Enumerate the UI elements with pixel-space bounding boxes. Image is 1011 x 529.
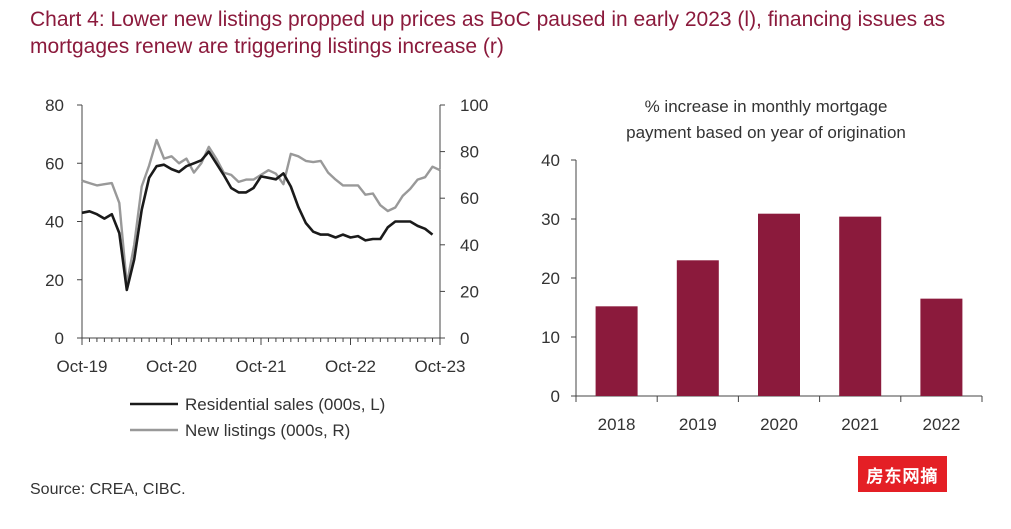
bar-y-tick-label: 0 [551,387,560,406]
right-y-tick-label: 0 [460,329,469,348]
bar-category-label: 2020 [760,415,798,434]
bar-chart-title-line: payment based on year of origination [626,123,906,142]
x-tick-label: Oct-21 [235,357,286,376]
legend-label-listings: New listings (000s, R) [185,421,350,440]
bar-y-tick-label: 10 [541,328,560,347]
left-y-tick-label: 40 [45,213,64,232]
bar-2019 [676,260,719,396]
x-tick-label: Oct-22 [325,357,376,376]
bar-2018 [595,306,638,396]
left-y-tick-label: 20 [45,271,64,290]
bar-2021 [839,216,882,396]
left-y-tick-label: 60 [45,154,64,173]
left-y-tick-label: 0 [55,329,64,348]
bar-2022 [920,298,963,396]
right-y-tick-label: 40 [460,236,479,255]
bar-category-label: 2019 [679,415,717,434]
bar-y-tick-label: 20 [541,269,560,288]
bar-category-label: 2018 [598,415,636,434]
right-y-tick-label: 60 [460,189,479,208]
source-note: Source: CREA, CIBC. [30,481,186,498]
left-y-tick-label: 80 [45,96,64,115]
sales-series-line [81,150,434,292]
bar-category-label: 2021 [841,415,879,434]
right-y-tick-label: 80 [460,143,479,162]
bar-category-label: 2022 [922,415,960,434]
legend-label-sales: Residential sales (000s, L) [185,395,385,414]
line-chart: 0 20 40 60 80 0 20 40 60 80 100 Oct-19 Oct-20 Oct-21 O… [45,96,488,440]
listings-series-line [81,138,441,286]
page-title: Chart 4: Lower new listings propped up p… [30,8,946,58]
bar-2020 [758,213,800,396]
x-tick-label: Oct-19 [56,357,107,376]
x-tick-label: Oct-20 [146,357,197,376]
bar-chart: % increase in monthly mortgage payment ba… [541,97,983,434]
bar-chart-title-line: % increase in monthly mortgage [645,97,888,116]
bar-y-tick-label: 40 [541,151,560,170]
right-y-tick-label: 20 [460,282,479,301]
watermark-badge: 房东网摘 [858,456,947,492]
right-y-tick-label: 100 [460,96,488,115]
bar-y-tick-label: 30 [541,210,560,229]
x-tick-label: Oct-23 [414,357,465,376]
